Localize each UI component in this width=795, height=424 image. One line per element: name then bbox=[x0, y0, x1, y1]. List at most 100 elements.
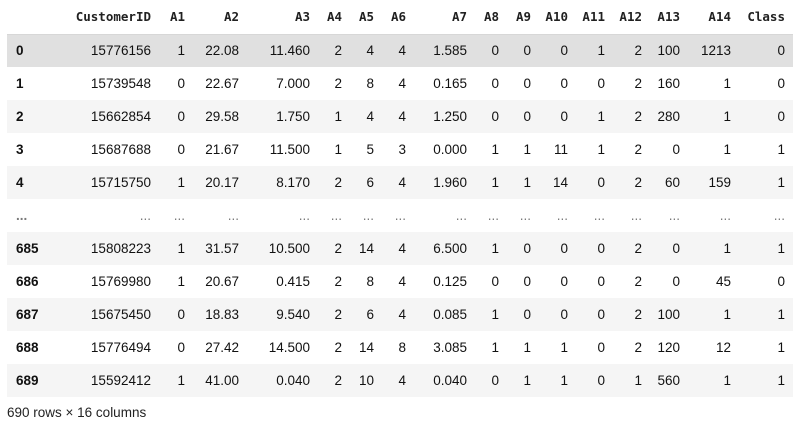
table-cell: ... bbox=[227, 208, 239, 223]
table-cell: 15776494 bbox=[90, 340, 151, 355]
table-cell: 27.42 bbox=[205, 340, 239, 355]
table-cell: 1 bbox=[723, 307, 731, 322]
table-cell: 2 bbox=[634, 109, 642, 124]
column-header: CustomerID bbox=[51, 0, 159, 35]
table-cell: 1.960 bbox=[433, 175, 467, 190]
table-cell: 29.58 bbox=[205, 109, 239, 124]
table-cell: 0 bbox=[777, 109, 785, 124]
table-cell: ... bbox=[519, 208, 531, 223]
table-cell: 1 bbox=[777, 307, 785, 322]
table-cell: 3.085 bbox=[433, 340, 467, 355]
column-header: A11 bbox=[576, 0, 613, 35]
table-cell: 0 bbox=[597, 340, 605, 355]
table-cell: 45 bbox=[715, 274, 731, 289]
table-cell: 14.500 bbox=[268, 340, 310, 355]
table-cell: 1 bbox=[523, 175, 531, 190]
table-cell: 60 bbox=[664, 175, 680, 190]
table-cell: ... bbox=[362, 208, 374, 223]
table-cell: 4 bbox=[398, 76, 406, 91]
column-header: A14 bbox=[688, 0, 739, 35]
table-cell: 1 bbox=[777, 175, 785, 190]
table-cell: 0.040 bbox=[276, 373, 310, 388]
table-cell: 280 bbox=[657, 109, 680, 124]
table-cell: 1 bbox=[491, 175, 499, 190]
table-cell: 1 bbox=[723, 142, 731, 157]
table-cell: 0 bbox=[597, 373, 605, 388]
table-cell: ... bbox=[487, 208, 499, 223]
table-cell: 2 bbox=[634, 76, 642, 91]
table-cell: 0 bbox=[777, 43, 785, 59]
table-cell: 21.67 bbox=[205, 142, 239, 157]
table-cell: 10.500 bbox=[268, 241, 310, 256]
table-cell: ... bbox=[455, 208, 467, 223]
table-cell: 2 bbox=[634, 241, 642, 256]
table-cell: 1 bbox=[777, 373, 785, 388]
table-cell: 2 bbox=[634, 340, 642, 355]
table-cell: 0 bbox=[560, 43, 568, 59]
table-cell: ... bbox=[668, 208, 680, 223]
table-cell: 0 bbox=[491, 373, 499, 388]
table-cell: 4 bbox=[398, 307, 406, 322]
table-cell: 1 bbox=[597, 142, 605, 157]
table-cell: 22.08 bbox=[205, 43, 239, 59]
table-cell: 15592412 bbox=[90, 373, 151, 388]
table-cell: ... bbox=[139, 208, 151, 223]
column-header: A10 bbox=[539, 0, 576, 35]
table-cell: 1 bbox=[177, 241, 185, 256]
row-index: 2 bbox=[16, 109, 24, 124]
table-cell: 2 bbox=[334, 307, 342, 322]
table-cell: 1 bbox=[777, 241, 785, 256]
table-cell: 1.585 bbox=[433, 43, 467, 59]
table-cell: 0 bbox=[560, 307, 568, 322]
table-cell: 159 bbox=[708, 175, 731, 190]
table-cell: 2 bbox=[334, 241, 342, 256]
table-header: CustomerID A1 A2 A3 A4 A5 A6 A7 A8 A9 A10 A11 A12 A13… bbox=[7, 0, 793, 35]
row-index: 4 bbox=[16, 175, 24, 190]
table-cell: 1.250 bbox=[433, 109, 467, 124]
table-cell: 1 bbox=[560, 373, 568, 388]
table-cell: 0.085 bbox=[433, 307, 467, 322]
table-cell: 18.83 bbox=[205, 307, 239, 322]
row-index: 685 bbox=[16, 241, 39, 256]
table-cell: 560 bbox=[657, 373, 680, 388]
table-cell: 0 bbox=[523, 274, 531, 289]
table-cell: ... bbox=[173, 208, 185, 223]
table-cell: 2 bbox=[334, 43, 342, 59]
table-cell: 0 bbox=[491, 76, 499, 91]
table-cell: 1 bbox=[723, 373, 731, 388]
table-cell: 15739548 bbox=[90, 76, 151, 91]
table-cell: 0.000 bbox=[433, 142, 467, 157]
table-cell: 14 bbox=[358, 241, 374, 256]
table-cell: 12 bbox=[715, 340, 731, 355]
table-row: 3 15687688 0 21.67 11.500 1 5 3 0.000 1 1 11 1 2 0 1 1 bbox=[7, 133, 793, 166]
table-cell: 120 bbox=[657, 340, 680, 355]
table-cell: 1 bbox=[723, 241, 731, 256]
table-cell: 2 bbox=[334, 175, 342, 190]
table-row: 685 15808223 1 31.57 10.500 2 14 4 6.500 1 0 0 0 2 0 1 1 bbox=[7, 232, 793, 265]
table-cell: 31.57 bbox=[205, 241, 239, 256]
table-cell: 0 bbox=[597, 76, 605, 91]
column-header: A13 bbox=[650, 0, 688, 35]
table-cell: 14 bbox=[358, 340, 374, 355]
column-header: A2 bbox=[193, 0, 247, 35]
table-cell: 1 bbox=[334, 142, 342, 157]
table-cell: 6 bbox=[366, 175, 374, 190]
column-header: A9 bbox=[507, 0, 539, 35]
table-cell: 4 bbox=[398, 43, 406, 59]
row-index: 687 bbox=[16, 307, 39, 322]
table-cell: 2 bbox=[334, 373, 342, 388]
table-cell: 4 bbox=[398, 274, 406, 289]
table-cell: 0 bbox=[560, 241, 568, 256]
row-index: 686 bbox=[16, 274, 39, 289]
table-cell: 1 bbox=[723, 109, 731, 124]
table-cell: 8 bbox=[398, 340, 406, 355]
table-cell: ... bbox=[773, 208, 785, 223]
table-cell: 0.125 bbox=[433, 274, 467, 289]
table-cell: 4 bbox=[398, 109, 406, 124]
table-cell: 10 bbox=[358, 373, 374, 388]
row-index: 0 bbox=[16, 43, 24, 59]
table-cell: 1 bbox=[523, 142, 531, 157]
table-cell: ... bbox=[330, 208, 342, 223]
table-cell: 0 bbox=[560, 109, 568, 124]
table-cell: 15776156 bbox=[90, 43, 151, 59]
